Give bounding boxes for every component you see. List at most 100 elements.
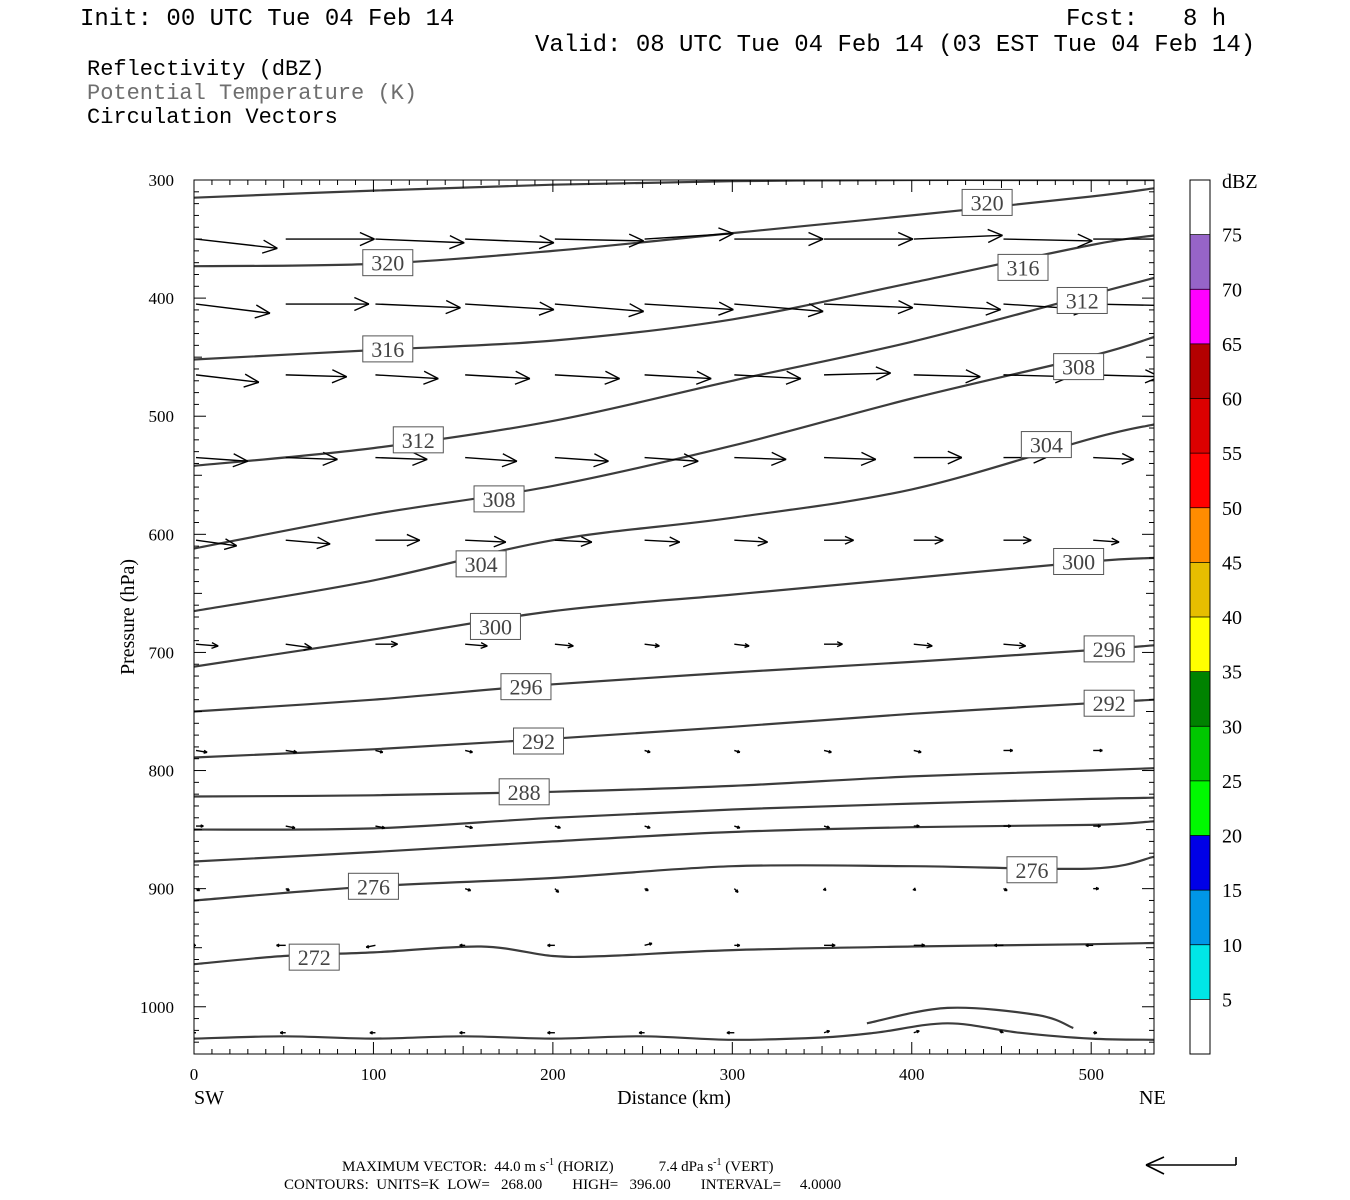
circulation-vector bbox=[1085, 943, 1094, 948]
contour-label-288: 288 bbox=[508, 780, 541, 805]
colorbar-label: 45 bbox=[1222, 552, 1242, 574]
colorbar-label: 30 bbox=[1222, 716, 1242, 738]
circulation-vector bbox=[824, 366, 891, 381]
circulation-vector bbox=[733, 888, 739, 894]
circulation-vector bbox=[195, 303, 271, 319]
circulation-vector bbox=[824, 641, 843, 648]
theta-contour-308 bbox=[194, 336, 1154, 550]
circulation-vector bbox=[913, 535, 944, 545]
circulation-vector bbox=[285, 296, 370, 312]
circulation-vector bbox=[1093, 748, 1103, 753]
colorbar-segment bbox=[1190, 507, 1210, 563]
colorbar-label: 20 bbox=[1222, 826, 1242, 848]
circulation-vector bbox=[365, 944, 376, 949]
colorbar-segment bbox=[1190, 289, 1210, 344]
circulation-vector bbox=[999, 1030, 1004, 1034]
circulation-vector bbox=[554, 233, 644, 248]
circulation-vector bbox=[913, 369, 981, 384]
circulation-vector bbox=[195, 373, 260, 388]
x-tick-label: 300 bbox=[720, 1065, 746, 1084]
circulation-vector bbox=[547, 943, 555, 948]
contour-label-box bbox=[1053, 547, 1105, 575]
circulation-vector bbox=[913, 1029, 920, 1034]
contour-label-box bbox=[997, 253, 1049, 281]
colorbar-segment bbox=[1190, 453, 1210, 508]
theta-contour-292 bbox=[194, 698, 1154, 759]
circulation-vector bbox=[465, 301, 555, 316]
colorbar-segment bbox=[1190, 726, 1210, 781]
contour-label-box bbox=[473, 485, 525, 513]
circulation-vector bbox=[464, 825, 473, 830]
forecast-hour: 8 h bbox=[1183, 6, 1227, 33]
circulation-vector bbox=[369, 1030, 376, 1035]
circulation-vector bbox=[913, 301, 1002, 316]
y-tick-label: 1000 bbox=[140, 998, 174, 1017]
contour-label-312: 312 bbox=[1066, 288, 1099, 313]
circulation-vector bbox=[285, 825, 296, 830]
circulation-vector bbox=[734, 943, 741, 948]
circulation-vector bbox=[554, 536, 593, 548]
circulation-vector bbox=[1003, 641, 1027, 650]
circulation-vector bbox=[375, 749, 384, 754]
colorbar-label: 65 bbox=[1222, 334, 1242, 356]
circulation-vector bbox=[913, 824, 920, 828]
contour-label-300: 300 bbox=[1062, 549, 1095, 574]
circulation-vector bbox=[554, 370, 620, 385]
circulation-vector bbox=[644, 370, 712, 385]
theta-contour-300 bbox=[194, 556, 1154, 668]
colorbar-label: 35 bbox=[1222, 662, 1242, 684]
circulation-vector bbox=[195, 749, 208, 754]
circulation-vector bbox=[644, 227, 734, 242]
colorbar-label: 55 bbox=[1222, 443, 1242, 465]
contour-label-320: 320 bbox=[371, 251, 404, 276]
circulation-vector bbox=[375, 299, 461, 315]
horiz-max-value: 44.0 m s bbox=[494, 1159, 546, 1175]
colorbar-segment bbox=[1190, 671, 1210, 727]
contour-labels: 320 320 316 316 312 312 308 308 304 304 300 300 296 2… bbox=[288, 188, 1135, 971]
circulation-vector bbox=[285, 536, 331, 550]
circulation-vector bbox=[1093, 238, 1154, 240]
circulation-vector bbox=[734, 642, 750, 649]
y-tick-label: 400 bbox=[149, 289, 175, 308]
circulation-vector bbox=[644, 749, 651, 754]
circulation-vector bbox=[638, 1030, 645, 1035]
y-tick-label: 900 bbox=[149, 880, 175, 899]
contour-label-box bbox=[392, 426, 444, 454]
dbz-colorbar: 5 10 15 20 25 30 35 40 45 50 55 60 65 70 75 bbox=[1189, 179, 1242, 1055]
circulation-vector bbox=[285, 887, 290, 892]
contour-label-box bbox=[1053, 353, 1105, 381]
circulation-vector bbox=[734, 231, 824, 247]
circulation-vector bbox=[195, 238, 278, 254]
x-tick-label: 400 bbox=[899, 1065, 925, 1084]
vert-exponent: -1 bbox=[713, 1157, 722, 1168]
plot-frame bbox=[193, 179, 1155, 1055]
circulation-vector bbox=[993, 943, 1004, 948]
circulation-vector bbox=[644, 536, 681, 547]
colorbar-label: 25 bbox=[1222, 771, 1242, 793]
y-tick-label: 700 bbox=[149, 643, 175, 662]
circulation-vector bbox=[823, 1029, 831, 1034]
circulation-vector bbox=[734, 303, 824, 318]
contour-info: CONTOURS: UNITS=K LOW= 268.00 HIGH= 396.… bbox=[284, 1177, 842, 1193]
contour-label-296: 296 bbox=[1093, 637, 1126, 662]
contour-label-box bbox=[1006, 856, 1058, 884]
circulation-vector bbox=[465, 235, 555, 250]
theta-contour-268 bbox=[866, 1006, 1074, 1030]
circulation-vector bbox=[276, 943, 286, 948]
contour-label-box bbox=[513, 727, 565, 755]
contour-label-320: 320 bbox=[971, 190, 1004, 215]
circulation-vector bbox=[1093, 452, 1135, 465]
circulation-vector bbox=[195, 538, 238, 551]
contour-label-308: 308 bbox=[1062, 355, 1095, 380]
reference-vector bbox=[1145, 1156, 1237, 1175]
circulation-vector bbox=[464, 887, 472, 892]
circulation-vector bbox=[822, 887, 827, 892]
circulation-vector bbox=[734, 536, 768, 547]
circulation-vector bbox=[912, 887, 917, 892]
x-tick-label: 200 bbox=[540, 1065, 566, 1084]
circulation-vector bbox=[913, 450, 963, 465]
colorbar-label: 5 bbox=[1222, 989, 1232, 1011]
x-tick-label: 500 bbox=[1078, 1065, 1104, 1084]
circulation-vector bbox=[554, 888, 560, 894]
